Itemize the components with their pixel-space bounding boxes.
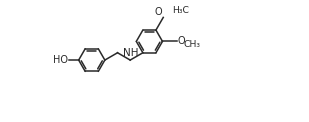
Text: HO: HO: [53, 55, 68, 65]
Text: CH₃: CH₃: [183, 40, 200, 49]
Text: NH: NH: [123, 48, 139, 58]
Text: H₃C: H₃C: [172, 6, 189, 15]
Text: O: O: [178, 36, 185, 46]
Text: O: O: [155, 7, 163, 17]
